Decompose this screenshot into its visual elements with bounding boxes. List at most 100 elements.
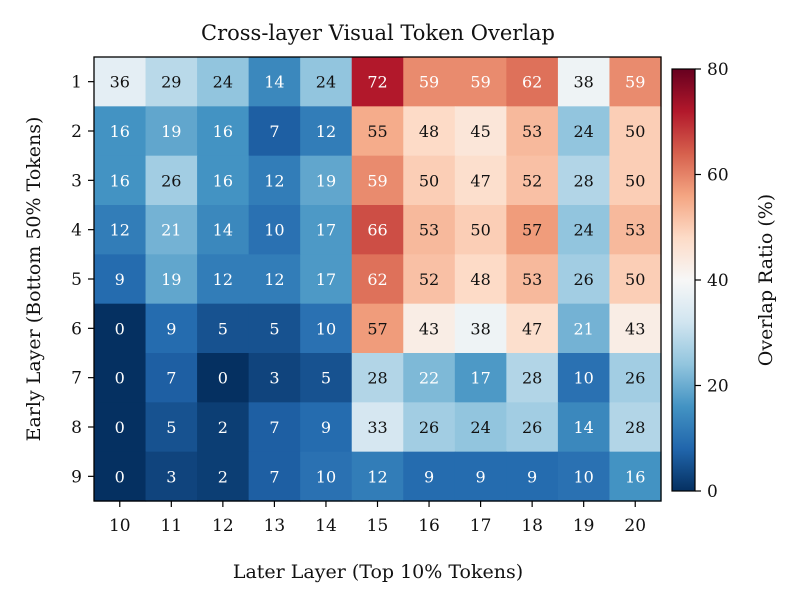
cell-value-label: 28	[522, 369, 542, 388]
heatmap-cell	[197, 303, 250, 354]
heatmap-cell	[300, 205, 353, 255]
heatmap-cell	[506, 155, 559, 206]
cell-value-label: 43	[625, 319, 645, 338]
cell-value-label: 16	[625, 467, 645, 486]
colorbar-tick-label: 40	[707, 271, 729, 291]
cell-value-label: 43	[419, 319, 439, 338]
heatmap-cell	[94, 155, 147, 206]
heatmap-cell	[506, 205, 559, 255]
heatmap-cell	[145, 451, 198, 502]
heatmap-cell	[300, 353, 353, 403]
cell-value-label: 16	[213, 171, 233, 190]
heatmap-cell	[94, 57, 147, 107]
cell-value-label: 47	[470, 171, 490, 190]
cell-value-label: 0	[115, 369, 125, 388]
chart-title: Cross-layer Visual Token Overlap	[201, 21, 555, 45]
y-axis-label: Early Layer (Bottom 50% Tokens)	[23, 117, 45, 442]
y-tick-label: 3	[71, 171, 82, 191]
heatmap-cell	[248, 353, 301, 403]
x-tick-label: 18	[521, 516, 543, 536]
cell-value-label: 62	[367, 270, 387, 289]
cell-value-label: 10	[316, 467, 336, 486]
heatmap-cell	[506, 451, 559, 502]
heatmap-cell	[557, 254, 611, 305]
x-tick-label: 13	[264, 516, 286, 536]
heatmap-cell	[557, 353, 611, 403]
cell-value-label: 33	[367, 418, 387, 437]
cell-value-label: 14	[213, 221, 233, 240]
cell-value-label: 50	[625, 171, 645, 190]
heatmap-cell	[248, 106, 301, 157]
heatmap-cell	[145, 254, 198, 305]
heatmap-cell	[403, 353, 456, 403]
heatmap-cell	[248, 303, 301, 354]
heatmap-cell	[145, 106, 198, 157]
cell-value-label: 9	[475, 467, 485, 486]
cell-value-label: 0	[218, 369, 228, 388]
cell-value-label: 29	[161, 73, 181, 92]
cell-value-label: 14	[574, 418, 594, 437]
heatmap-cell	[454, 451, 507, 502]
heatmap-cell	[454, 57, 507, 107]
cell-value-label: 16	[110, 122, 130, 141]
cell-value-label: 24	[470, 418, 490, 437]
heatmap-cell	[300, 303, 353, 354]
cell-value-label: 28	[625, 418, 645, 437]
cell-value-label: 9	[166, 319, 176, 338]
heatmap-cell	[94, 106, 147, 157]
heatmap-cell	[454, 402, 507, 453]
cell-value-label: 2	[218, 467, 228, 486]
cell-value-label: 0	[115, 418, 125, 437]
x-tick-label: 19	[573, 516, 595, 536]
cell-value-label: 48	[470, 270, 490, 289]
cell-value-label: 24	[574, 221, 594, 240]
heatmap-cell	[197, 451, 250, 502]
cell-value-label: 52	[522, 171, 542, 190]
cell-value-label: 9	[115, 270, 125, 289]
cell-value-label: 21	[574, 319, 594, 338]
heatmap-cell	[248, 254, 301, 305]
cell-value-label: 5	[218, 319, 228, 338]
cell-value-label: 19	[161, 122, 181, 141]
heatmap-cell	[197, 402, 250, 453]
cell-value-label: 9	[527, 467, 537, 486]
heatmap-cell	[403, 106, 456, 157]
cell-value-label: 19	[161, 270, 181, 289]
cell-value-label: 28	[574, 171, 594, 190]
heatmap-cell	[94, 205, 147, 255]
heatmap-cell	[145, 57, 198, 107]
heatmap-cells	[94, 57, 662, 502]
y-axis-ticks: 1 2 3 4 5 6 7 8 9	[71, 73, 94, 487]
heatmap-cell	[557, 57, 611, 107]
heatmap-cell	[557, 205, 611, 255]
heatmap-cell	[609, 205, 662, 255]
y-tick-label: 7	[71, 369, 82, 389]
heatmap-cell	[609, 155, 662, 206]
x-tick-label: 17	[470, 516, 492, 536]
colorbar-ticks: 0 20 40 60 80	[695, 60, 729, 502]
heatmap-cell	[145, 205, 198, 255]
y-tick-label: 8	[71, 418, 82, 438]
heatmap-cell	[609, 353, 662, 403]
heatmap-cell	[145, 303, 198, 354]
heatmap-cell	[609, 57, 662, 107]
heatmap-cell	[94, 451, 147, 502]
cell-value-label: 26	[625, 369, 645, 388]
y-tick-label: 5	[71, 270, 82, 290]
cell-value-label: 2	[218, 418, 228, 437]
heatmap-cell	[197, 106, 250, 157]
heatmap-cell	[197, 155, 250, 206]
cell-value-label: 16	[213, 122, 233, 141]
colorbar	[671, 68, 696, 492]
heatmap-cell	[197, 254, 250, 305]
heatmap-cell	[403, 254, 456, 305]
heatmap-cell	[403, 451, 456, 502]
cell-value-label: 72	[367, 73, 387, 92]
cell-value-label: 9	[321, 418, 331, 437]
y-tick-label: 4	[71, 221, 82, 241]
cell-value-label: 5	[166, 418, 176, 437]
cell-value-label: 10	[316, 319, 336, 338]
x-tick-label: 16	[418, 516, 440, 536]
cell-value-label: 24	[213, 73, 233, 92]
